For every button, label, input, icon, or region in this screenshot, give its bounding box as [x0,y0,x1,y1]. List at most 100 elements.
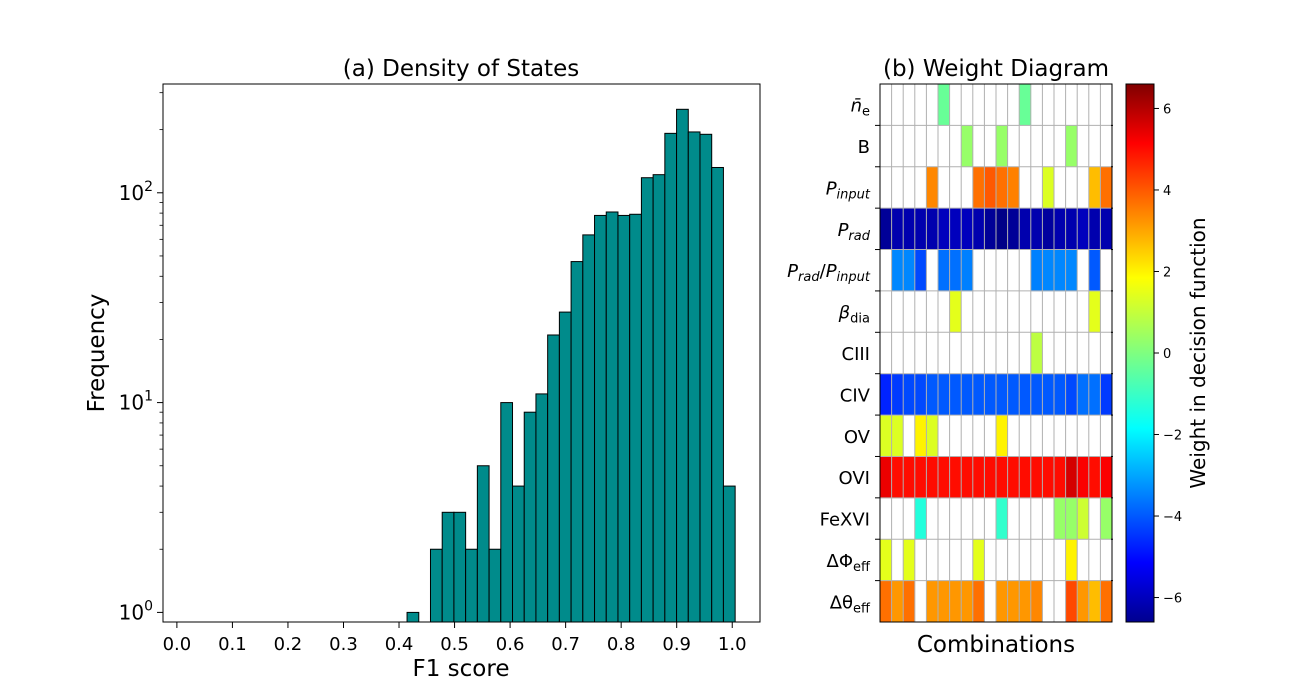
histogram-bar [535,393,549,623]
colorbar-tick-label: 2 [1163,265,1171,280]
histogram-bar [617,214,631,623]
colorbar-ticks: −6 −4 −2 0 2 4 6 [1154,102,1182,607]
row-label: n̄e [851,96,870,120]
heatmap-cell [926,166,939,209]
heatmap-cell [1054,373,1066,416]
heatmap-cell [1077,208,1090,250]
heatmap-cell [880,580,892,623]
heatmap-cells [880,84,1113,623]
heatmap-cell [914,497,927,540]
heatmap-cell [1030,208,1043,250]
histogram-bar [711,166,724,623]
heatmap-cell [949,290,962,333]
heatmap-cell [972,373,985,416]
colorbar-tick-label: −4 [1163,510,1182,525]
weight-diagram-panel: (b) Weight Diagram n̄e B Pinput Prad Prad/Pi… [787,56,1210,658]
heatmap-cell [1007,373,1020,416]
histogram-bar [406,611,420,623]
heatmap-cell [1088,456,1101,499]
heatmap-cell [1042,249,1055,292]
colorbar-tick-label: −2 [1163,429,1182,444]
heatmap-cell [961,456,974,499]
histogram-bar [488,548,502,623]
heatmap-cell [972,580,985,623]
heatmap-cell [1019,580,1032,623]
density-plot-frame [162,83,761,623]
heatmap-cell [984,456,997,499]
heatmap-cell [903,456,916,499]
heatmap-cell [1100,373,1113,416]
heatmap-cell [1065,580,1078,623]
heatmap-cell [938,249,950,292]
x-tick-label: 0.9 [662,634,691,655]
heatmap-cell [984,166,997,209]
heatmap-cell [972,539,985,581]
row-label: OVI [839,468,870,489]
heatmap-cell [903,208,916,250]
heatmap-cell [996,166,1008,209]
histogram-bar [605,211,619,623]
row-label: Prad [838,220,871,244]
colorbar-tick-label: 6 [1163,102,1171,117]
x-tick-label: 0.3 [329,634,358,655]
x-axis-label: F1 score [413,656,510,682]
density-of-states-panel: (a) Density of States 0.0 0.1 0.2 0.3 0.4 0.5… [84,56,761,682]
x-axis-ticks: 0.0 0.1 0.2 0.3 0.4 0.5 0.6 0.7 0.8 0.9 1.0 [163,622,747,655]
row-label: βdia [838,303,870,327]
heatmap-cell [891,249,904,292]
x-tick-label: 0.1 [218,634,247,655]
x-tick-label: 0.5 [440,634,469,655]
y-tick-label: 100 [119,598,153,624]
histogram-bar [441,511,455,623]
heatmap-cell [914,249,927,292]
heatmap-cell [1030,580,1043,623]
heatmap-cell [1042,456,1055,499]
heatmap-cell [938,456,950,499]
histogram-bar [699,133,713,623]
heatmap-cell [1100,456,1113,499]
x-tick-label: 0.2 [274,634,303,655]
heatmap-cell [1065,249,1078,292]
heatmap-cell [1065,125,1078,168]
heatmap-cell [1042,208,1055,250]
heatmap-cell [949,249,962,292]
row-label: CIII [842,344,871,365]
histogram-bar [476,465,490,623]
heatmap-cell [1065,456,1078,499]
x-tick-label: 0.6 [496,634,525,655]
heatmap-cell [1019,84,1032,126]
heatmap-cell [1088,166,1101,209]
weight-diagram-title: (b) Weight Diagram [883,56,1109,82]
heatmap-cell [926,208,939,250]
histogram-bar [687,131,701,623]
row-label: CIV [840,385,871,406]
heatmap-cell [1065,208,1078,250]
heatmap-cell [984,373,997,416]
heatmap-cell [996,580,1008,623]
heatmap-cell [1065,497,1078,540]
heatmap-cell [1088,249,1101,292]
x-tick-label: 0.4 [385,634,414,655]
heatmap-cell [1042,166,1055,209]
heatmap-cell [903,249,916,292]
heatmap-cell [1077,456,1090,499]
histogram-bar [664,132,678,623]
heatmap-cell [891,373,904,416]
histogram-bar [570,261,584,623]
heatmap-cell [914,456,927,499]
histogram-bar [652,174,666,623]
heatmap-cell [961,125,974,168]
density-chart-title: (a) Density of States [343,56,579,82]
heatmap-cell [996,456,1008,499]
heatmap-cell [880,373,892,416]
heatmap-cell [1007,166,1020,209]
heatmap-cell [903,580,916,623]
heatmap-cell [961,249,974,292]
heatmap-cell [996,415,1008,457]
heatmap-cell [1019,208,1032,250]
histogram-bar [582,234,596,623]
histogram-bar [629,213,642,623]
heatmap-cell [1100,497,1113,540]
histogram-bar [547,334,560,623]
